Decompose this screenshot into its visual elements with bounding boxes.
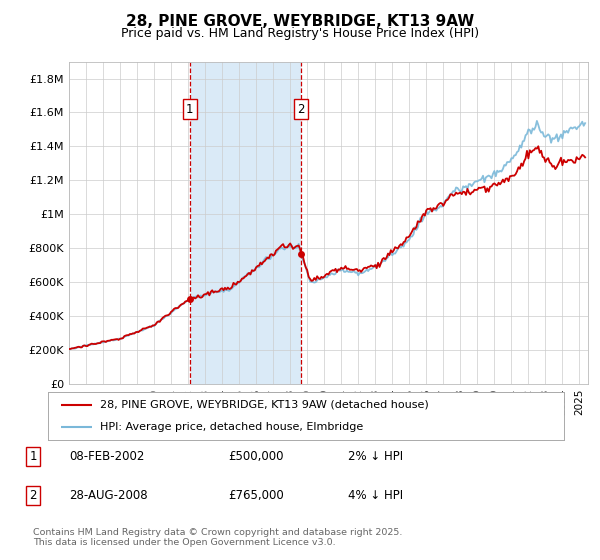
Text: 2: 2 (298, 102, 305, 115)
Text: 1: 1 (29, 450, 37, 463)
Text: HPI: Average price, detached house, Elmbridge: HPI: Average price, detached house, Elmb… (100, 422, 363, 432)
Text: Contains HM Land Registry data © Crown copyright and database right 2025.
This d: Contains HM Land Registry data © Crown c… (33, 528, 403, 547)
Text: 28-AUG-2008: 28-AUG-2008 (69, 489, 148, 502)
Text: Price paid vs. HM Land Registry's House Price Index (HPI): Price paid vs. HM Land Registry's House … (121, 27, 479, 40)
Text: £500,000: £500,000 (228, 450, 284, 463)
Text: 08-FEB-2002: 08-FEB-2002 (69, 450, 145, 463)
Text: 2% ↓ HPI: 2% ↓ HPI (348, 450, 403, 463)
Text: 2: 2 (29, 489, 37, 502)
Text: £765,000: £765,000 (228, 489, 284, 502)
Text: 4% ↓ HPI: 4% ↓ HPI (348, 489, 403, 502)
Text: 28, PINE GROVE, WEYBRIDGE, KT13 9AW: 28, PINE GROVE, WEYBRIDGE, KT13 9AW (126, 14, 474, 29)
Text: 28, PINE GROVE, WEYBRIDGE, KT13 9AW (detached house): 28, PINE GROVE, WEYBRIDGE, KT13 9AW (det… (100, 400, 428, 410)
Text: 1: 1 (186, 102, 194, 115)
